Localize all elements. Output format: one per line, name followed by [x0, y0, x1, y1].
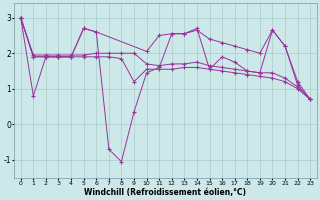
X-axis label: Windchill (Refroidissement éolien,°C): Windchill (Refroidissement éolien,°C) — [84, 188, 246, 197]
